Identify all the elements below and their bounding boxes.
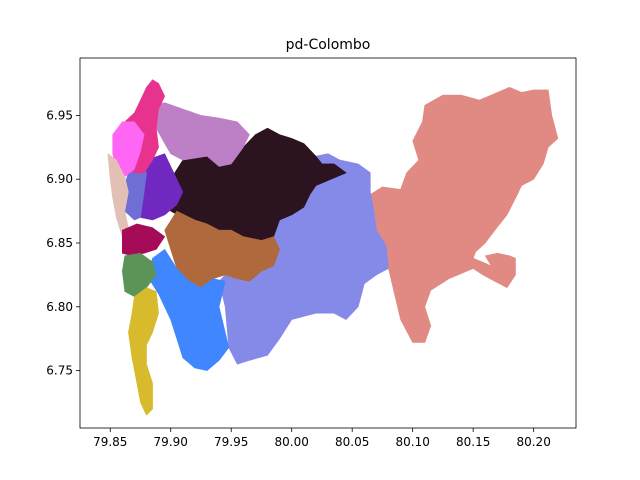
chart-title: pd-Colombo: [286, 37, 371, 53]
x-tick-label: 80.10: [396, 435, 430, 449]
map-region-6: [146, 249, 230, 371]
x-tick-label: 80.15: [456, 435, 490, 449]
y-tick-label: 6.90: [46, 172, 73, 186]
x-tick-label: 80.05: [335, 435, 369, 449]
x-tick-label: 79.95: [214, 435, 248, 449]
y-axis: 6.75 6.80 6.85 6.90 6.95: [46, 108, 80, 378]
x-tick-label: 80.20: [516, 435, 550, 449]
y-tick-label: 6.95: [46, 108, 73, 122]
x-tick-label: 79.85: [93, 435, 127, 449]
y-tick-label: 6.85: [46, 236, 73, 250]
map-region-1: [369, 87, 559, 343]
x-tick-label: 79.90: [154, 435, 188, 449]
y-tick-label: 6.80: [46, 300, 73, 314]
x-tick-label: 80.00: [275, 435, 309, 449]
map-region-14: [128, 287, 159, 416]
map-region-12: [122, 223, 165, 257]
map-region-4: [152, 102, 250, 167]
x-axis: 79.85 79.90 79.95 80.00 80.05 80.10 80.15 80.20: [93, 428, 551, 449]
y-tick-label: 6.75: [46, 364, 73, 378]
map-regions: [107, 79, 559, 416]
